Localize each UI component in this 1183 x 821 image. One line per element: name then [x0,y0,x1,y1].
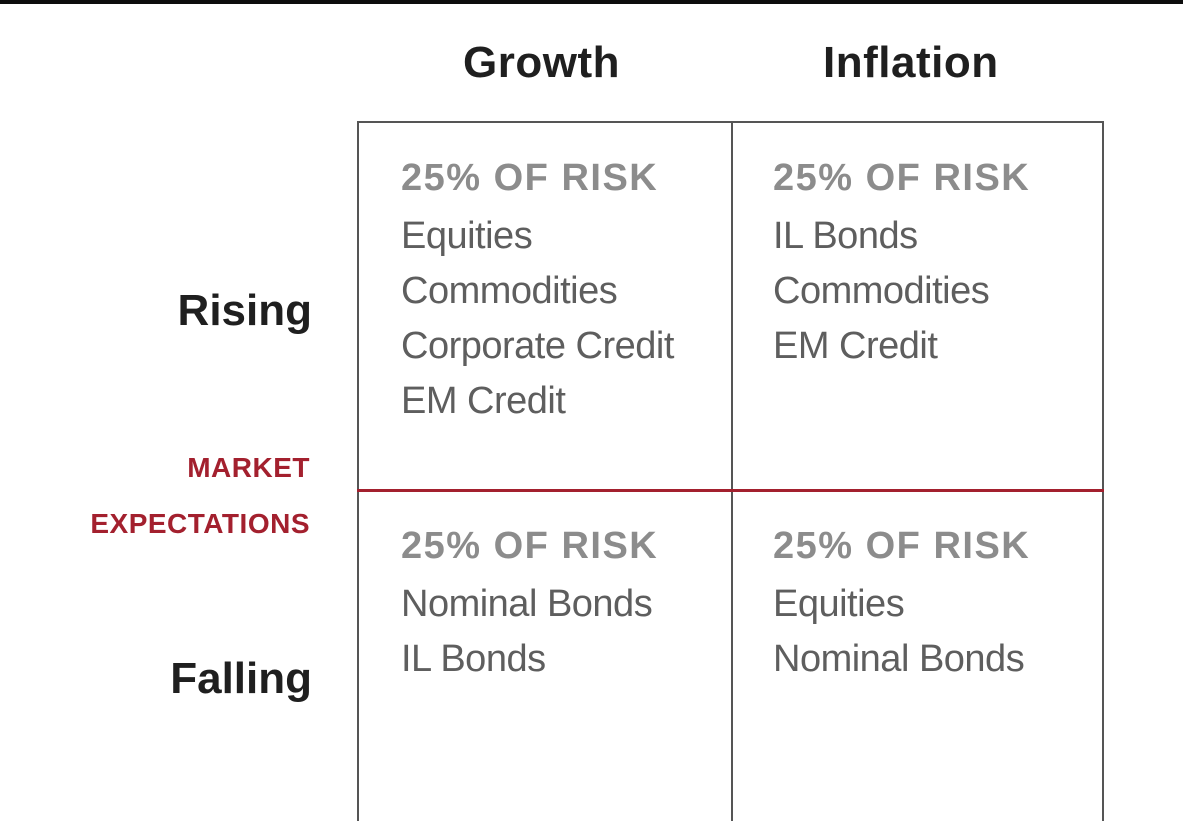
grid-vertical-divider [731,123,733,821]
cell-inflation-rising: 25% OF RISK IL Bonds Commodities EM Cred… [773,155,1123,374]
market-label-line-2: EXPECTATIONS [90,508,310,539]
row-label-rising: Rising [177,286,312,335]
grid-horizontal-divider [357,489,1104,492]
risk-share: 25% OF RISK [401,525,659,567]
asset-item: Equities [401,215,533,257]
market-expectations-label: MARKET EXPECTATIONS [40,440,310,552]
column-header-growth: Growth [463,38,620,87]
asset-list: Equities Commodities Corporate Credit EM… [401,209,751,429]
asset-item: Nominal Bonds [773,638,1025,680]
asset-item: EM Credit [401,380,566,422]
asset-item: Nominal Bonds [401,583,653,625]
asset-item: Equities [773,583,905,625]
asset-list: Equities Nominal Bonds [773,577,1123,687]
row-label-falling: Falling [170,654,312,703]
column-header-inflation: Inflation [823,38,999,87]
asset-item: Commodities [401,270,618,312]
risk-share: 25% OF RISK [773,157,1031,199]
allocation-grid: 25% OF RISK Equities Commodities Corpora… [357,121,1104,821]
asset-list: IL Bonds Commodities EM Credit [773,209,1123,374]
asset-item: Corporate Credit [401,325,674,367]
asset-item: Commodities [773,270,990,312]
asset-item: EM Credit [773,325,938,367]
risk-share: 25% OF RISK [773,525,1031,567]
market-label-line-1: MARKET [187,452,310,483]
cell-inflation-falling: 25% OF RISK Equities Nominal Bonds [773,523,1123,687]
asset-list: Nominal Bonds IL Bonds [401,577,751,687]
asset-item: IL Bonds [401,638,546,680]
risk-share: 25% OF RISK [401,157,659,199]
cell-growth-rising: 25% OF RISK Equities Commodities Corpora… [401,155,751,429]
cell-growth-falling: 25% OF RISK Nominal Bonds IL Bonds [401,523,751,687]
asset-item: IL Bonds [773,215,918,257]
top-border [0,0,1183,4]
